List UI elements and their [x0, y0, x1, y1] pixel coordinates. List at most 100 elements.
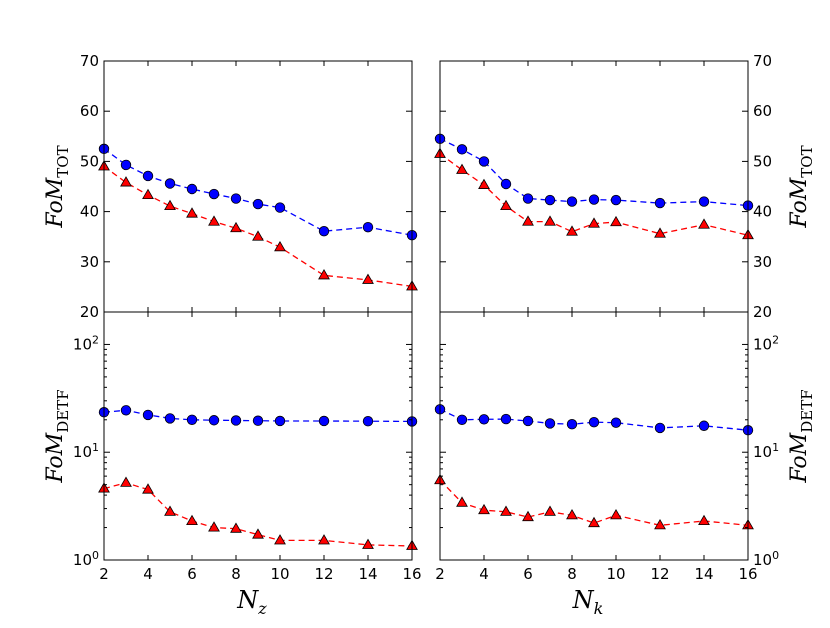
data-point: [142, 188, 154, 200]
data-point: [208, 415, 220, 426]
x-tick-label: 12: [314, 565, 333, 583]
x-tick-label: 10: [270, 565, 289, 583]
axes-frame: [439, 311, 749, 561]
data-point: [208, 188, 220, 200]
series-line: [103, 148, 413, 236]
data-point: [318, 415, 330, 427]
data-point: [274, 202, 286, 213]
data-point: [318, 534, 330, 545]
y-tick-label: 100: [753, 549, 779, 569]
data-point: [566, 225, 578, 236]
data-point: [208, 215, 220, 226]
data-point: [120, 176, 132, 187]
data-point: [186, 514, 198, 525]
data-point: [478, 156, 490, 167]
y-axis-label: FoMTOT: [787, 145, 816, 228]
data-point: [274, 240, 286, 252]
data-point: [698, 514, 710, 525]
data-point: [230, 415, 242, 426]
data-point: [186, 183, 198, 195]
x-tick-label: 4: [479, 565, 489, 583]
x-tick-label: 4: [143, 565, 153, 583]
data-point: [186, 414, 198, 425]
y-tick-label: 100: [73, 549, 99, 569]
series-line: [103, 482, 413, 547]
panel-tot-nk: 20 30 40 50 60 70 FoMTOT: [434, 52, 816, 321]
y-axis-label: FoMTOT: [43, 145, 72, 228]
panel-detf-nz: 2 4 6 8 10 12 14 16 100 101 102 FoMDETF: [43, 311, 422, 583]
y-axis-label: FoMDETF: [787, 389, 816, 483]
data-point: [544, 215, 556, 226]
data-point: [500, 413, 512, 425]
x-axis-label: Nk: [572, 586, 604, 618]
data-point: [164, 178, 176, 189]
data-point: [500, 178, 512, 190]
data-point: [588, 516, 600, 528]
data-point: [362, 538, 374, 549]
y-tick-label: 60: [753, 102, 772, 120]
axes-frame: [103, 311, 413, 561]
data-point: [456, 144, 468, 155]
data-point: [610, 508, 622, 520]
series-line: [103, 165, 413, 288]
data-point: [566, 508, 578, 520]
data-point: [142, 170, 154, 182]
data-point: [120, 476, 132, 487]
data-point: [208, 521, 220, 532]
y-tick-label: 102: [73, 333, 99, 353]
data-point: [362, 221, 374, 233]
data-point: [362, 273, 374, 284]
data-point: [142, 409, 154, 421]
data-point: [456, 496, 468, 507]
data-point: [456, 163, 468, 174]
data-point: [654, 227, 666, 238]
data-point: [500, 199, 512, 211]
axes-frame: [103, 60, 413, 313]
x-tick-label: 14: [358, 565, 377, 583]
data-point: [252, 415, 264, 426]
data-point: [610, 215, 622, 227]
data-point: [274, 534, 286, 545]
data-point: [698, 196, 710, 207]
y-tick-label: 50: [80, 152, 99, 170]
data-point: [120, 405, 132, 416]
y-tick-label: 40: [80, 203, 99, 221]
x-tick-label: 16: [402, 565, 421, 583]
data-point: [522, 215, 534, 226]
data-point: [164, 505, 176, 516]
data-point: [654, 518, 666, 530]
y-tick-label: 70: [753, 52, 772, 70]
data-point: [698, 218, 710, 229]
y-tick-label: 101: [73, 441, 99, 461]
data-point: [566, 418, 578, 430]
panel-tot-nz: 20 30 40 50 60 70 FoMTOT: [43, 52, 418, 321]
x-tick-label: 6: [187, 565, 197, 583]
data-point: [164, 413, 176, 424]
data-point: [544, 505, 556, 516]
x-tick-label: 16: [738, 565, 757, 583]
data-point: [274, 415, 286, 427]
data-point: [654, 197, 666, 209]
data-point: [230, 193, 242, 204]
y-tick-label: 102: [753, 333, 779, 353]
y-tick-label: 20: [753, 303, 772, 321]
data-point: [478, 178, 490, 189]
data-point: [456, 414, 468, 425]
x-tick-label: 12: [650, 565, 669, 583]
x-tick-label: 2: [99, 565, 109, 583]
data-point: [120, 159, 132, 171]
data-point: [522, 510, 534, 522]
data-point: [588, 217, 600, 228]
data-point: [654, 422, 666, 434]
data-point: [544, 194, 556, 206]
y-tick-label: 20: [80, 303, 99, 321]
data-point: [318, 269, 330, 280]
data-point: [610, 417, 622, 428]
data-point: [478, 503, 490, 515]
y-tick-label: 101: [753, 441, 779, 461]
y-tick-label: 30: [753, 253, 772, 271]
data-point: [230, 522, 242, 533]
data-point: [544, 418, 556, 429]
